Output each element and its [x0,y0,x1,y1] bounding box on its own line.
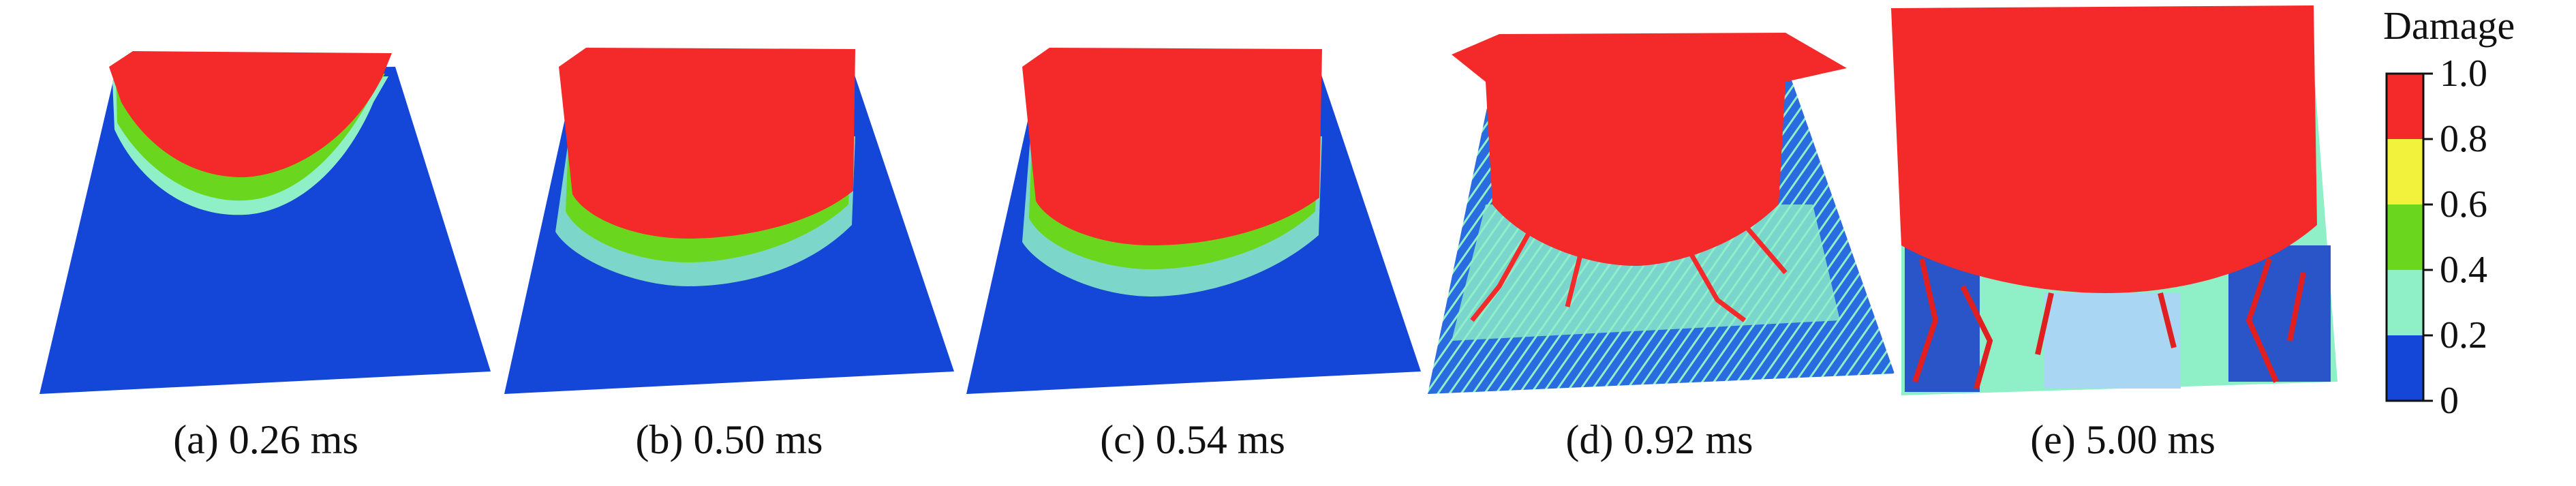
panel-e-damage-zone [1891,5,2317,293]
panel-a-damage-zone [109,51,392,178]
caption-d: (d) 0.92 ms [1565,417,1753,462]
caption-c: (c) 0.54 ms [1100,417,1285,462]
colorbar-band-3 [2387,204,2423,270]
panel-d-damage-zone [1452,33,1847,266]
panel-e-cracks [1912,258,2306,390]
panel-a [40,51,491,394]
colorbar-band-4 [2387,139,2423,204]
panel-b [504,48,954,394]
panel-e [1891,5,2337,395]
colorbar-tick-marks [2423,72,2433,402]
colorbar-tick-label: 0.2 [2440,314,2487,356]
panel-e-right-intact [2228,245,2331,382]
colorbar-frame [2385,72,2425,402]
panel-e-center-light [2044,293,2181,389]
caption-a: (a) 0.26 ms [173,417,358,462]
panel-c [966,48,1421,394]
colorbar-tick-label: 1.0 [2440,52,2487,95]
caption-e: (e) 5.00 ms [2030,417,2215,462]
panel-c-damage-zone [1022,48,1322,245]
colorbar-tick-label: 0.8 [2440,118,2487,160]
colorbar-tick-label: 0.4 [2440,249,2487,291]
caption-b: (b) 0.50 ms [635,417,823,462]
panel-b-damage-zone [559,48,855,239]
colorbar-tick-label: 0.6 [2440,183,2487,226]
panel-d [1428,33,1895,394]
colorbar-band-5 [2387,74,2423,139]
colorbar-tick-label: 0 [2440,380,2459,422]
colorbar-title: Damage [2383,3,2515,48]
panel-d-cracks [1470,223,1788,322]
colorbar [2385,72,2433,402]
colorbar-band-2 [2387,270,2423,335]
colorbar-band-1 [2387,335,2423,401]
